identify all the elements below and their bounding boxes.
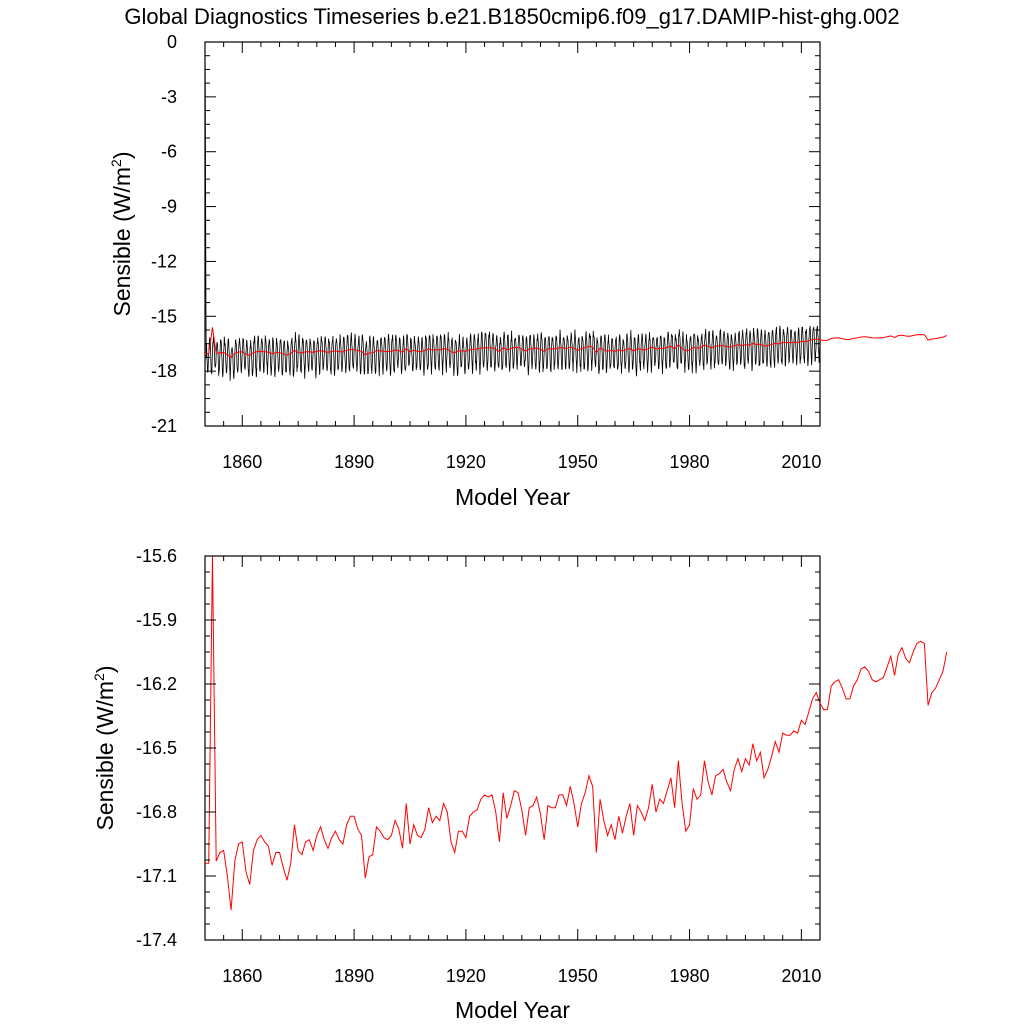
- bottom-y-ticks: -15.6 -15.9 -16.2 -16.5 -16.8 -17.1 -17.4: [136, 546, 820, 950]
- bottom-x-axis-label: Model Year: [455, 997, 570, 1023]
- top-y-axis-label: Sensible (W/m2): [108, 151, 135, 316]
- top-y-axis-label-superscript: 2: [108, 159, 124, 167]
- bottom-annual-mean-line: [205, 555, 948, 911]
- bottom-plot-frame: [204, 555, 821, 941]
- bottom-x-tick-label: 1890: [334, 966, 374, 986]
- bottom-y-tick-label: -17.1: [136, 866, 177, 886]
- bottom-y-axis-label: Sensible (W/m2): [91, 665, 118, 830]
- top-x-ticks: 1860 1890 1920 1950 1980 2010: [204, 42, 821, 472]
- bottom-y-tick-label: -15.6: [136, 546, 177, 566]
- top-x-tick-label: 1890: [334, 452, 374, 472]
- bottom-panel: 1860 1890 1920 1950 1980 2010 -15.6 -15.9 -16.2…: [91, 546, 948, 1023]
- top-y-tick-label: -9: [161, 197, 177, 217]
- top-y-tick-label: -3: [161, 87, 177, 107]
- top-annual-mean-line: [205, 327, 947, 359]
- top-y-tick-label: -18: [151, 361, 177, 381]
- top-y-tick-label: -21: [151, 416, 177, 436]
- bottom-y-axis-label-superscript: 2: [91, 673, 107, 681]
- top-y-tick-label: -12: [151, 251, 177, 271]
- bottom-x-tick-label: 1860: [222, 966, 262, 986]
- top-x-tick-label: 2010: [781, 452, 821, 472]
- top-plot-area: [204, 41, 947, 427]
- bottom-y-axis-label-close: ): [92, 665, 118, 673]
- top-y-ticks: 0 -3 -6 -9 -12 -15 -18 -21: [151, 32, 820, 436]
- top-panel: 1860 1890 1920 1950 1980 2010 0 -3 -6 -9 -12 -15 -1…: [108, 32, 947, 510]
- bottom-x-tick-label: 2010: [781, 966, 821, 986]
- top-monthly-line: [204, 41, 821, 381]
- top-x-axis-label: Model Year: [455, 484, 570, 510]
- top-x-tick-label: 1950: [558, 452, 598, 472]
- bottom-x-ticks: 1860 1890 1920 1950 1980 2010: [204, 556, 821, 986]
- bottom-y-tick-label: -17.4: [136, 930, 177, 950]
- bottom-y-tick-label: -15.9: [136, 610, 177, 630]
- bottom-y-tick-label: -16.8: [136, 802, 177, 822]
- bottom-plot-area: [204, 555, 948, 941]
- top-y-axis-label-close: ): [109, 151, 135, 159]
- bottom-x-tick-label: 1980: [670, 966, 710, 986]
- top-x-tick-label: 1980: [670, 452, 710, 472]
- bottom-y-tick-label: -16.5: [136, 738, 177, 758]
- top-y-tick-label: -15: [151, 306, 177, 326]
- top-y-tick-label: -6: [161, 142, 177, 162]
- bottom-x-tick-label: 1950: [558, 966, 598, 986]
- top-x-tick-label: 1920: [446, 452, 486, 472]
- top-y-tick-label: 0: [167, 32, 177, 52]
- bottom-y-tick-label: -16.2: [136, 674, 177, 694]
- bottom-x-tick-label: 1920: [446, 966, 486, 986]
- chart-title: Global Diagnostics Timeseries b.e21.B185…: [124, 4, 899, 29]
- top-x-tick-label: 1860: [222, 452, 262, 472]
